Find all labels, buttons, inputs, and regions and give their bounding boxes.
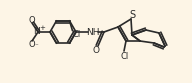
Text: ⁻: ⁻ bbox=[34, 43, 38, 49]
Text: O: O bbox=[93, 45, 99, 55]
Text: NH: NH bbox=[86, 27, 100, 37]
Text: O: O bbox=[29, 16, 35, 24]
Text: Cl: Cl bbox=[121, 51, 129, 61]
Text: S: S bbox=[129, 10, 135, 20]
Text: O: O bbox=[29, 40, 35, 48]
Text: Cl: Cl bbox=[72, 30, 81, 39]
Text: N: N bbox=[34, 27, 40, 36]
Text: +: + bbox=[39, 25, 45, 31]
